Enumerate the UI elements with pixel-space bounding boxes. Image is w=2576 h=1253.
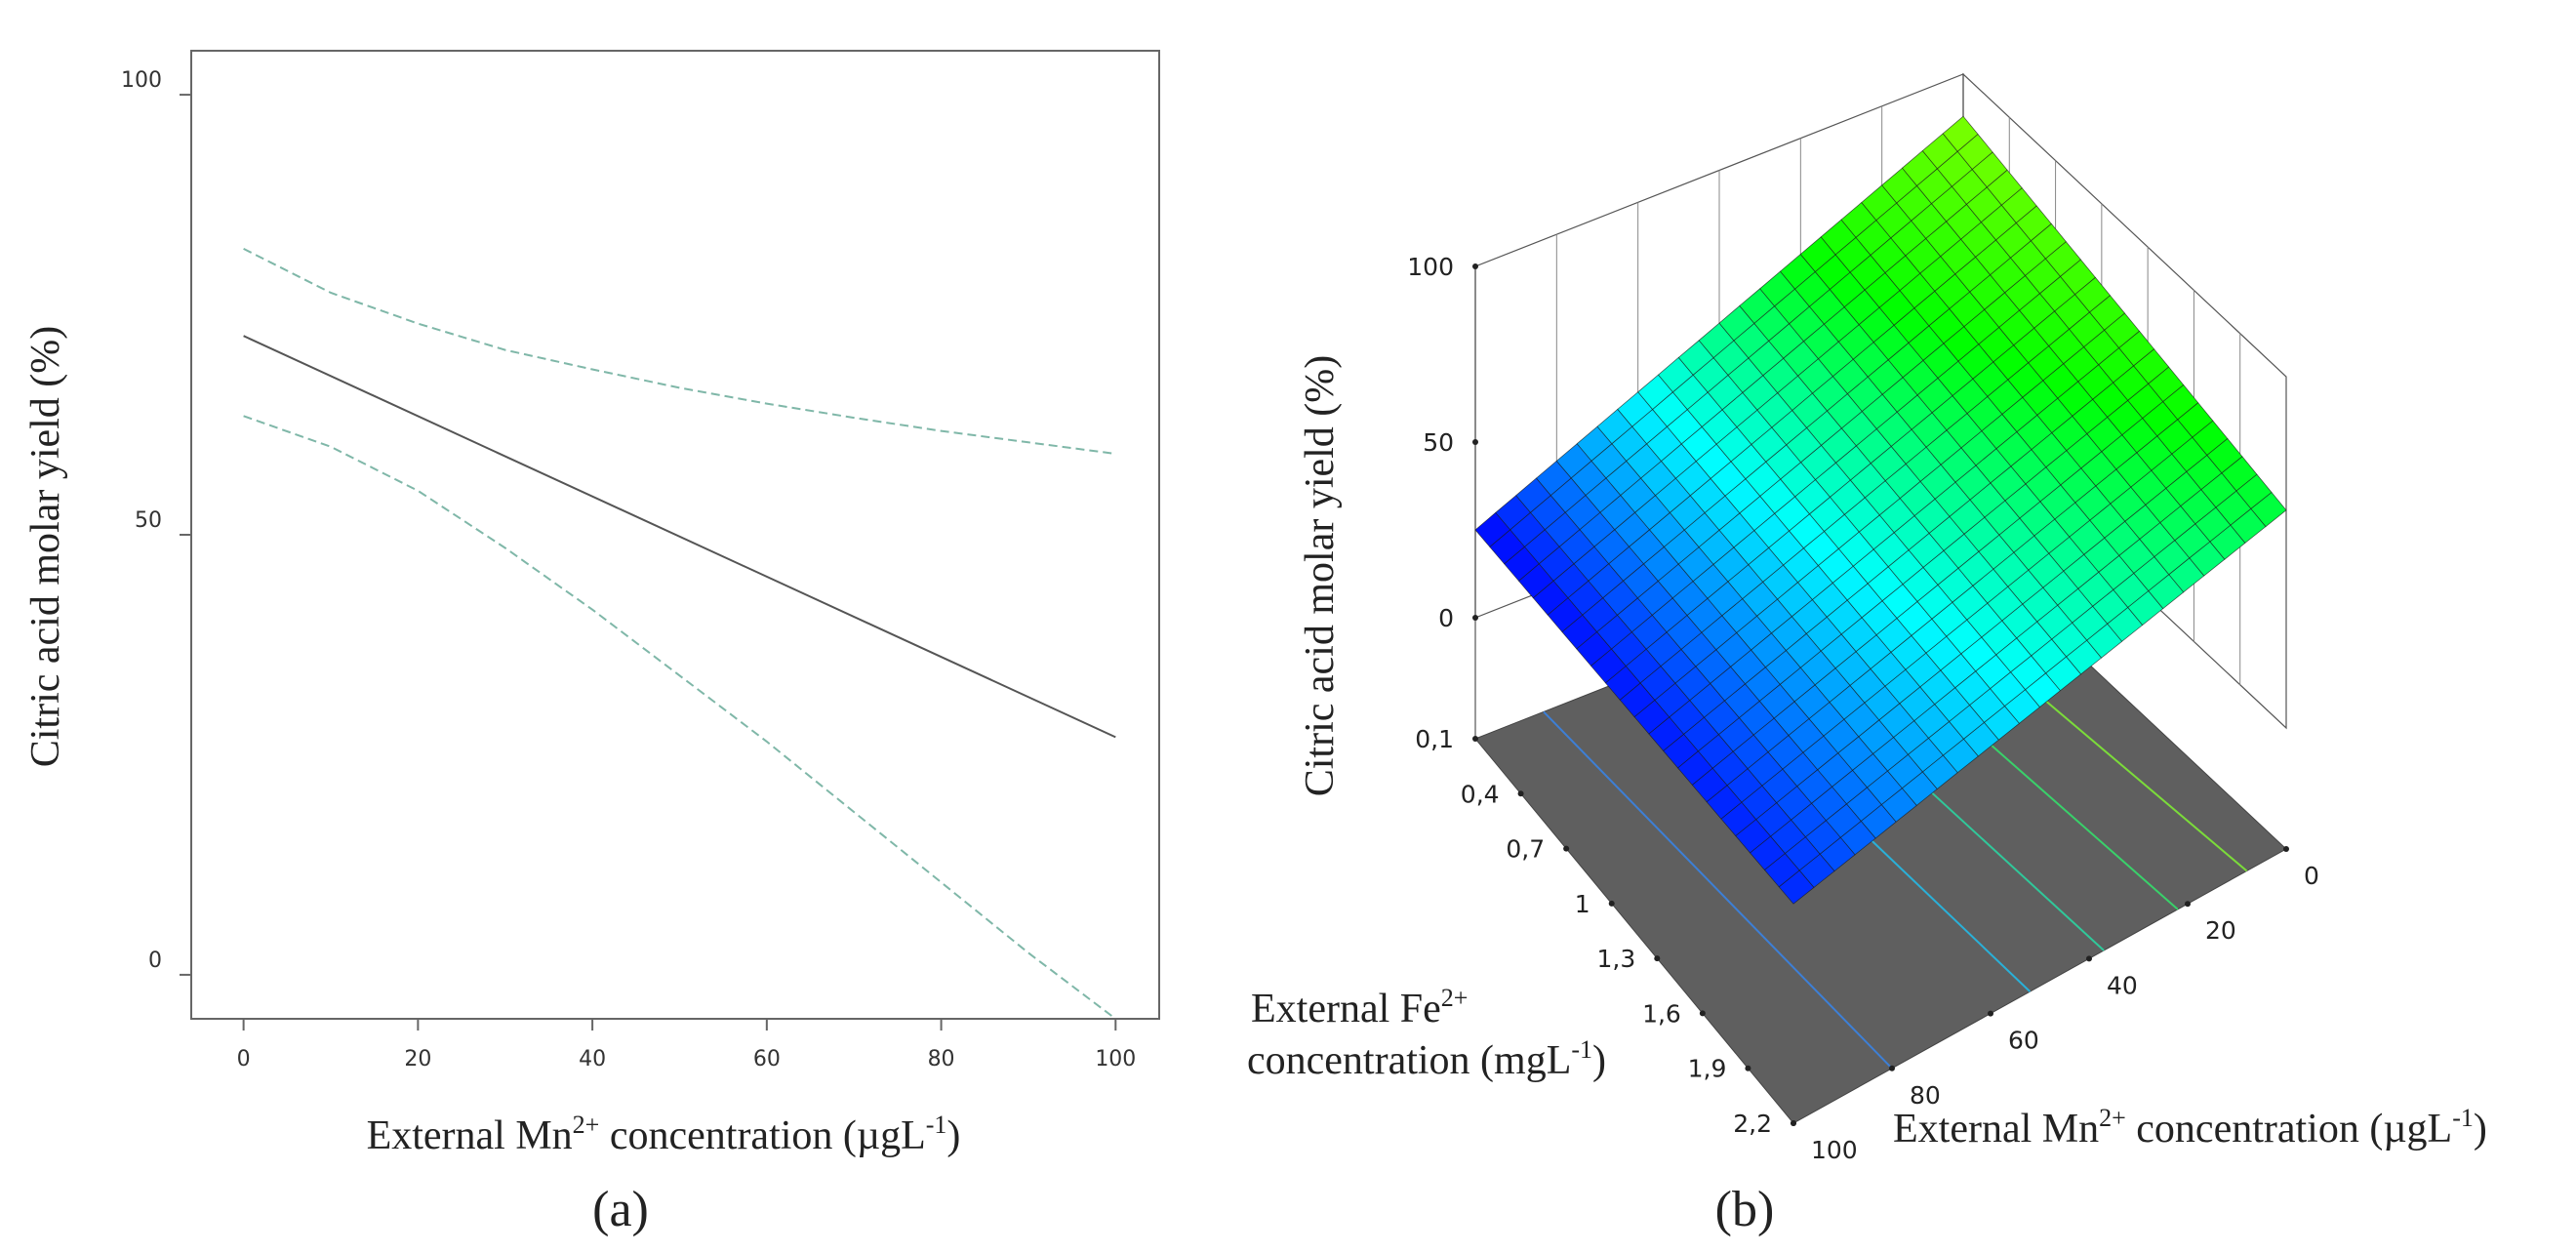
fe-tick-label: 1: [1575, 890, 1590, 918]
x-tick-label: 60: [753, 1047, 781, 1071]
fe-tick-mark: [1517, 790, 1524, 797]
fe-tick-mark: [1608, 900, 1615, 907]
fe-tick-label: 1,9: [1688, 1055, 1727, 1083]
y-tick-label: 100: [121, 68, 162, 93]
surface-cell: [1942, 115, 1979, 152]
mn-tick-mark: [2086, 955, 2092, 962]
fe-tick-mark: [1699, 1010, 1706, 1017]
x-tick-label: 20: [404, 1047, 431, 1071]
x-tick-label: 100: [1095, 1047, 1136, 1071]
series-lower-confidence-band: [243, 415, 1116, 1020]
axis-ticks-3d: 0 50 100 0,10,40,7 11,31,61,92,2 0 20 40 60 80 100: [1407, 253, 2319, 1164]
mn-tick-mark: [2283, 846, 2289, 852]
fe-axis-label-line1: External Fe2+: [1251, 984, 1468, 1031]
fe-tick-label: 0,7: [1506, 835, 1545, 864]
mn-tick-label: 20: [2205, 916, 2236, 945]
panel-b-surface-chart: 0 50 100 0,10,40,7 11,31,61,92,2 0 20 40 60 80 100…: [1247, 72, 2487, 1237]
panel-label-a: (a): [592, 1182, 649, 1237]
panel-a-line-chart: 0 20 40 60 80 100 0 50 100 External Mn2+ concent…: [23, 50, 1160, 1237]
mn-tick-label: 100: [1811, 1136, 1858, 1164]
fe-tick-mark: [1745, 1065, 1751, 1071]
fe-tick-label: 0,4: [1461, 780, 1500, 808]
mn-tick-mark: [2185, 901, 2191, 908]
x-axis-label: External Mn2+ concentration (µgL-1): [367, 1111, 961, 1158]
y-tick-label: 0: [148, 949, 162, 973]
mn-tick-label: 60: [2008, 1027, 2039, 1055]
y-axis-label: Citric acid molar yield (%): [23, 326, 68, 768]
z-tick-mark: [1472, 615, 1478, 621]
fe-tick-label: 1,3: [1597, 945, 1636, 973]
z-tick-mark: [1472, 263, 1478, 269]
x-tick-label: 80: [928, 1047, 955, 1071]
mn-tick-mark: [1988, 1010, 1993, 1017]
mn-tick-mark: [1889, 1065, 1895, 1071]
mn-tick-label: 0: [2304, 862, 2319, 890]
series-prediction: [243, 335, 1116, 739]
z-tick-mark: [1472, 439, 1478, 445]
z-axis-label: Citric acid molar yield (%): [1298, 355, 1343, 797]
z-tick-label: 50: [1423, 428, 1454, 457]
mn-tick-label: 80: [1910, 1081, 1941, 1110]
series-group: [243, 248, 1116, 1020]
series-upper-confidence-band: [243, 248, 1116, 455]
z-tick-label: 0: [1438, 604, 1454, 632]
fe-axis-label-line2: concentration (mgL-1): [1247, 1035, 1606, 1083]
x-tick-label: 0: [237, 1047, 251, 1071]
fe-tick-label: 0,1: [1415, 725, 1454, 753]
mn-tick-mark: [1791, 1120, 1796, 1126]
mn-tick-label: 40: [2107, 971, 2138, 999]
panel-label-b: (b): [1715, 1182, 1775, 1237]
fe-tick-mark: [1563, 845, 1570, 852]
fe-tick-label: 1,6: [1642, 999, 1681, 1028]
x-tick-label: 40: [579, 1047, 606, 1071]
z-tick-label: 100: [1407, 253, 1454, 281]
fe-tick-label: 2,2: [1733, 1110, 1772, 1138]
fe-tick-mark: [1472, 736, 1478, 742]
floor-contour-line: [1543, 710, 1893, 1070]
mn-axis-label: External Mn2+ concentration (µgL-1): [1893, 1104, 2487, 1152]
fe-tick-mark: [1654, 955, 1661, 962]
y-tick-label: 50: [135, 508, 162, 533]
axis-ticks: 0 20 40 60 80 100 0 50 100: [121, 68, 1136, 1071]
response-surface: [1474, 115, 2287, 905]
